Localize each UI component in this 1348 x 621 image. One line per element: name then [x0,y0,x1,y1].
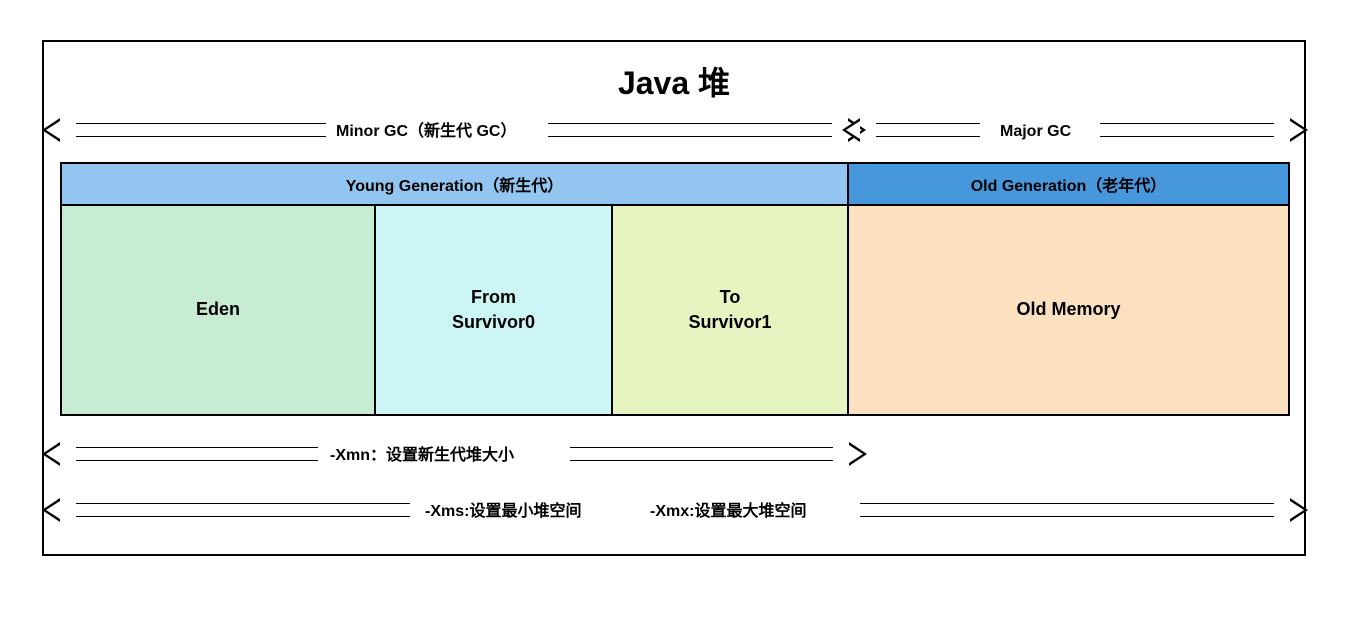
xmn-arrow-band: -Xmn：设置新生代堆大小 [60,442,849,466]
xms-xmx-arrow-band: -Xms:设置最小堆空间 -Xmx:设置最大堆空间 [60,498,1290,522]
major-gc-arrow-right [1100,123,1290,137]
major-gc-label: Major GC [1000,120,1071,144]
xms-xmx-arrow-left [60,503,410,517]
diagram-canvas: Java 堆 Minor GC（新生代 GC） Major GC Young G… [0,0,1348,621]
generation-header-row: Young Generation（新生代） Old Generation（老年代… [60,162,1290,206]
old-generation-label: Old Generation（老年代） [971,172,1167,196]
old-memory-box: Old Memory [849,206,1290,416]
xms-xmx-arrow-right [860,503,1290,517]
major-gc-arrow-left [860,123,980,137]
xmn-label: -Xmn：设置新生代堆大小 [330,444,514,468]
xms-label: -Xms:设置最小堆空间 [425,500,581,524]
xmn-arrow-right [570,447,849,461]
young-generation-label: Young Generation（新生代） [346,172,564,196]
diagram-title: Java 堆 [0,58,1348,104]
old-memory-label: Old Memory [1016,297,1120,322]
eden-box: Eden [60,206,376,416]
from-survivor-label: From Survivor0 [452,285,535,335]
minor-gc-arrow-right [548,123,848,137]
xmn-arrow-left [60,447,318,461]
memory-boxes-row: Eden From Survivor0 To Survivor1 Old Mem… [60,206,1290,416]
gc-arrow-band: Minor GC（新生代 GC） Major GC [60,118,1290,142]
old-generation-header: Old Generation（老年代） [849,162,1290,206]
to-survivor-label: To Survivor1 [688,285,771,335]
minor-gc-label: Minor GC（新生代 GC） [336,120,516,144]
eden-label: Eden [196,297,240,322]
xmx-label: -Xmx:设置最大堆空间 [650,500,806,524]
to-survivor-box: To Survivor1 [613,206,849,416]
from-survivor-box: From Survivor0 [376,206,613,416]
minor-gc-arrow-left [60,123,326,137]
young-generation-header: Young Generation（新生代） [60,162,849,206]
